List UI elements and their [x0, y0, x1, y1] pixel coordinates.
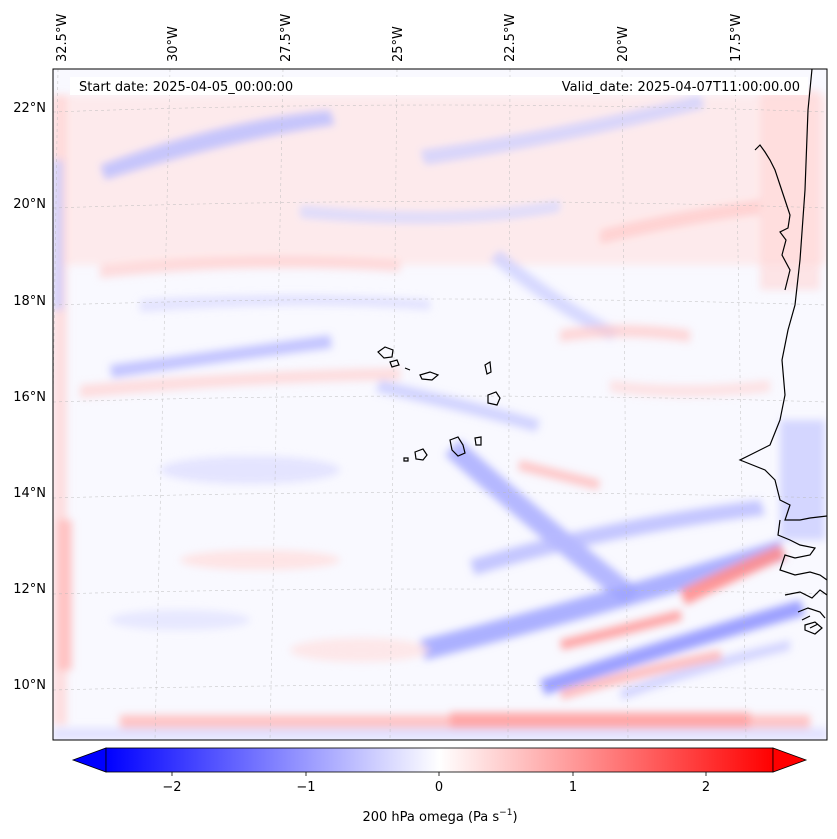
lon-tick-17-5w: 17.5°W [729, 14, 744, 62]
lat-tick-18n: 18°N [13, 294, 46, 309]
lat-tick-16n: 16°N [13, 390, 46, 405]
gridlines [53, 69, 827, 740]
lon-tick-25w: 25°W [391, 26, 406, 62]
lat-tick-10n: 10°N [13, 678, 46, 693]
lon-tick-30w: 30°W [166, 26, 181, 62]
map-panel: Start date: 2025-04-05_00:00:00 Valid_da… [52, 68, 828, 741]
lon-tick-20w: 20°W [616, 26, 631, 62]
lat-tick-20n: 20°N [13, 197, 46, 212]
colorbar: −2 −1 0 1 2 200 hPa omega (Pa s−1) [71, 747, 808, 825]
valid-date-label: Valid_date: 2025-04-07T11:00:00.00 [562, 80, 800, 95]
colorbar-tick-1: 1 [569, 780, 577, 795]
guinea-bissau-coast [784, 589, 827, 635]
african-coastline [738, 69, 827, 521]
lon-tick-32-5w: 32.5°W [55, 14, 70, 62]
lat-tick-labels: 22°N 20°N 18°N 16°N 14°N 12°N 10°N [13, 101, 46, 693]
colorbar-tick-neg2: −2 [162, 780, 181, 795]
colorbar-extend-low [71, 747, 107, 773]
colorbar-label: 200 hPa omega (Pa s−1) [362, 808, 517, 825]
senegal-gambia-coast [777, 519, 827, 581]
cape-verde-islands [377, 346, 501, 462]
colorbar-gradient [105, 747, 774, 773]
colorbar-tick-2: 2 [702, 780, 710, 795]
omega-field [53, 90, 827, 740]
lon-tick-27-5w: 27.5°W [279, 14, 294, 62]
lon-tick-labels: 32.5°W 30°W 27.5°W 25°W 22.5°W 20°W 17.5… [55, 14, 744, 62]
lat-tick-22n: 22°N [13, 101, 46, 116]
colorbar-tick-0: 0 [435, 780, 443, 795]
start-date-label: Start date: 2025-04-05_00:00:00 [79, 80, 293, 95]
colorbar-tick-neg1: −1 [296, 780, 315, 795]
lon-tick-22-5w: 22.5°W [503, 14, 518, 62]
coastlines [377, 69, 827, 635]
colorbar-extend-high [772, 747, 808, 773]
lat-tick-12n: 12°N [13, 582, 46, 597]
lat-tick-14n: 14°N [13, 486, 46, 501]
